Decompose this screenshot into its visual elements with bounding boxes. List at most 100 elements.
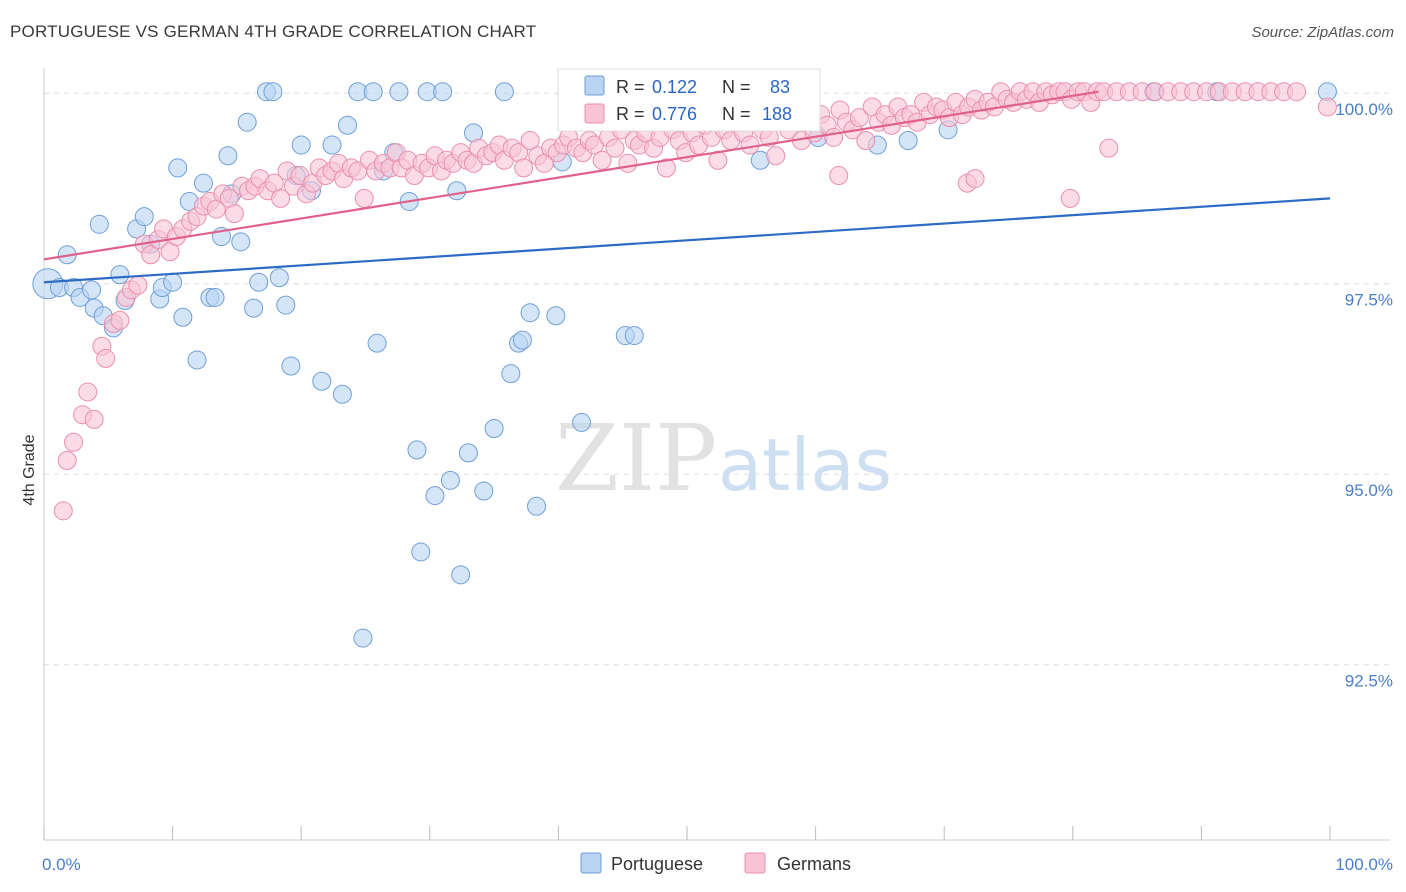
legend-r-value-blue: 0.122 bbox=[652, 77, 697, 97]
portuguese-point-13 bbox=[134, 207, 154, 227]
portuguese-point-36 bbox=[281, 356, 301, 376]
legend-swatch-pink bbox=[584, 103, 605, 124]
portuguese-points bbox=[32, 82, 1337, 648]
legend-r-value-pink: 0.776 bbox=[652, 104, 697, 124]
portuguese-point-50 bbox=[389, 82, 409, 102]
germans-point-12 bbox=[128, 275, 148, 295]
portuguese-point-43 bbox=[337, 115, 357, 135]
portuguese-point-53 bbox=[411, 542, 431, 562]
series-legend: Portuguese Germans bbox=[580, 852, 851, 874]
germans-point-181 bbox=[1099, 138, 1119, 158]
portuguese-point-33 bbox=[263, 82, 283, 102]
germans-point-179 bbox=[829, 166, 849, 186]
portuguese-point-19 bbox=[173, 307, 193, 327]
watermark-atlas: atlas bbox=[718, 423, 892, 507]
germans-point-9 bbox=[110, 310, 130, 330]
portuguese-point-47 bbox=[367, 333, 387, 353]
germans-point-94 bbox=[656, 158, 676, 178]
portuguese-point-31 bbox=[249, 272, 269, 292]
germans-point-7 bbox=[96, 348, 116, 368]
legend-swatch-blue bbox=[584, 75, 605, 96]
legend-n-value-blue: 83 bbox=[770, 77, 790, 97]
germans-point-182 bbox=[1060, 188, 1080, 208]
portuguese-point-35 bbox=[276, 295, 296, 315]
germans-point-72 bbox=[514, 158, 534, 178]
portuguese-point-45 bbox=[353, 628, 373, 648]
portuguese-point-21 bbox=[187, 350, 207, 370]
portuguese-point-17 bbox=[163, 272, 183, 292]
portuguese-point-40 bbox=[312, 371, 332, 391]
y-tick-label-3: 100.0% bbox=[1335, 100, 1393, 119]
chart-title: PORTUGUESE VS GERMAN 4TH GRADE CORRELATI… bbox=[10, 22, 537, 41]
legend-n-value-pink: 188 bbox=[762, 104, 792, 124]
y-tick-label-1: 95.0% bbox=[1345, 481, 1393, 500]
series-legend-swatch-germans bbox=[744, 852, 766, 874]
portuguese-point-38 bbox=[291, 135, 311, 155]
portuguese-point-46 bbox=[363, 82, 383, 102]
portuguese-point-28 bbox=[231, 232, 251, 252]
portuguese-point-63 bbox=[484, 419, 504, 439]
portuguese-point-57 bbox=[440, 470, 460, 490]
portuguese-point-55 bbox=[425, 486, 445, 506]
legend-r-label-blue: R = bbox=[616, 77, 645, 97]
germans-point-111 bbox=[766, 146, 786, 166]
portuguese-point-74 bbox=[624, 326, 644, 346]
legend-n-label-blue: N = bbox=[722, 77, 751, 97]
germans-point-124 bbox=[849, 108, 869, 128]
portuguese-point-79 bbox=[898, 130, 918, 150]
portuguese-point-60 bbox=[458, 443, 478, 463]
germans-point-84 bbox=[592, 150, 612, 170]
trend-lines bbox=[43, 90, 1331, 284]
portuguese-point-58 bbox=[447, 181, 467, 201]
x-tick-label-0: 0.0% bbox=[42, 855, 81, 874]
portuguese-point-72 bbox=[572, 412, 592, 432]
series-legend-swatch-portuguese bbox=[580, 852, 602, 874]
germans-point-1 bbox=[57, 451, 77, 471]
portuguese-point-5 bbox=[82, 280, 102, 300]
portuguese-trend-line bbox=[43, 197, 1331, 284]
portuguese-point-41 bbox=[322, 135, 342, 155]
portuguese-point-67 bbox=[512, 330, 532, 350]
chart-source: Source: ZipAtlas.com bbox=[1251, 24, 1394, 41]
germans-point-177 bbox=[1287, 82, 1307, 102]
portuguese-point-18 bbox=[168, 158, 188, 178]
y-tick-label-0: 92.5% bbox=[1345, 672, 1393, 691]
y-tick-labels: 92.5% 95.0% 97.5% 100.0% bbox=[1335, 100, 1393, 691]
portuguese-point-30 bbox=[244, 298, 264, 318]
germans-point-86 bbox=[605, 138, 625, 158]
portuguese-point-59 bbox=[451, 565, 471, 585]
portuguese-point-69 bbox=[527, 496, 547, 516]
portuguese-point-70 bbox=[546, 306, 566, 326]
germans-trend-line bbox=[43, 90, 1099, 261]
correlation-legend: R = 0.122 N = 83 R = 0.776 N = 188 bbox=[557, 68, 821, 132]
portuguese-point-56 bbox=[433, 82, 453, 102]
germans-point-120 bbox=[824, 127, 844, 147]
portuguese-point-22 bbox=[193, 173, 213, 193]
portuguese-point-7 bbox=[89, 214, 109, 234]
series-legend-portuguese: Portuguese bbox=[611, 854, 703, 874]
portuguese-point-62 bbox=[474, 481, 494, 501]
germans-point-178 bbox=[1317, 97, 1337, 117]
germans-point-5 bbox=[84, 409, 104, 429]
x-tick-label-1: 100.0% bbox=[1335, 855, 1393, 874]
portuguese-point-26 bbox=[218, 146, 238, 166]
portuguese-point-65 bbox=[501, 364, 521, 384]
series-legend-germans: Germans bbox=[777, 854, 851, 874]
portuguese-point-68 bbox=[520, 303, 540, 323]
germans-point-73 bbox=[520, 130, 540, 150]
portuguese-point-64 bbox=[494, 82, 514, 102]
y-tick-label-2: 97.5% bbox=[1345, 291, 1393, 310]
axes bbox=[43, 68, 1390, 841]
germans-point-47 bbox=[354, 188, 374, 208]
germans-point-2 bbox=[64, 432, 84, 452]
germans-point-88 bbox=[618, 153, 638, 173]
portuguese-point-10 bbox=[110, 265, 130, 285]
germans-point-4 bbox=[78, 382, 98, 402]
germans-point-14 bbox=[141, 245, 161, 265]
germans-point-34 bbox=[271, 188, 291, 208]
portuguese-point-52 bbox=[407, 440, 427, 460]
portuguese-point-24 bbox=[205, 287, 225, 307]
portuguese-point-29 bbox=[237, 112, 257, 132]
legend-r-label-pink: R = bbox=[616, 104, 645, 124]
